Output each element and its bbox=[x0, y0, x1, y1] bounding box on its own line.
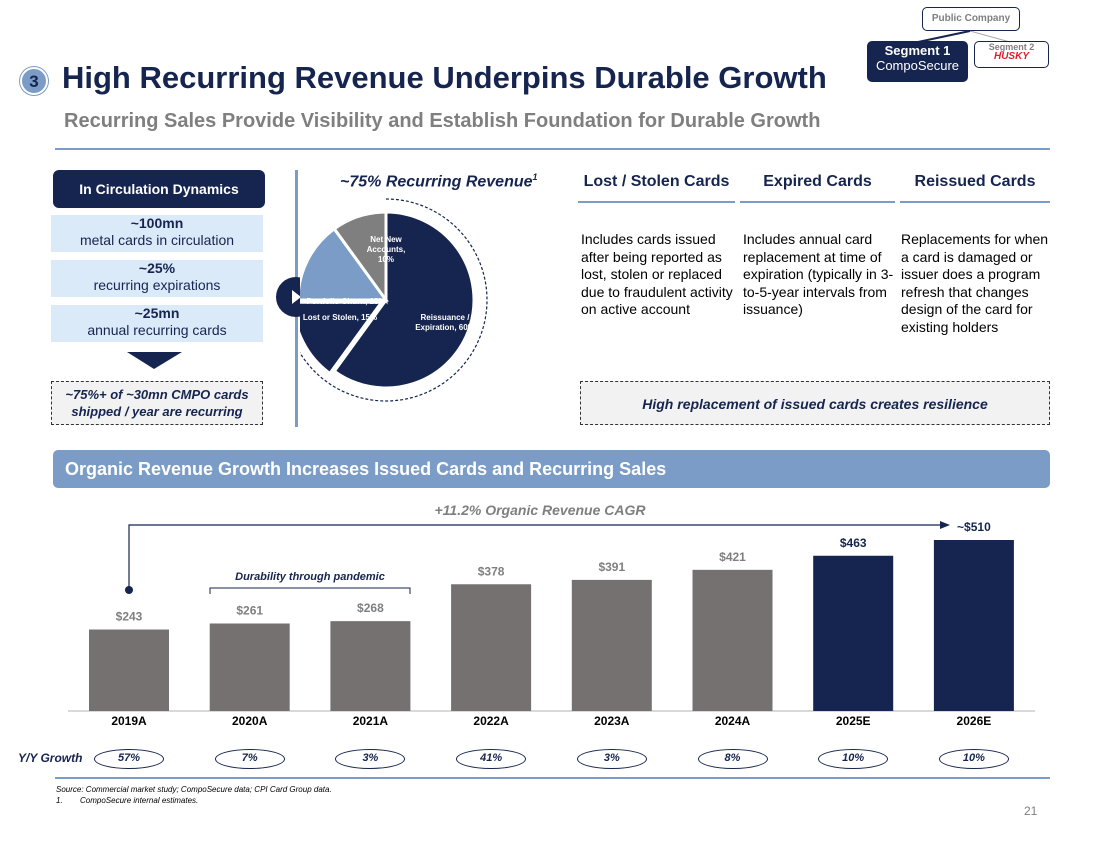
page-number: 21 bbox=[1024, 804, 1038, 818]
bar-chart: $243 2019A $261 2020A $268 2021A $378 2022A $391… bbox=[68, 502, 1035, 728]
x-tick-label: 2024A bbox=[715, 714, 751, 728]
bar-value-label: $378 bbox=[478, 564, 505, 578]
circulation-item: ~25mn annual recurring cards bbox=[51, 305, 263, 342]
pandemic-bracket bbox=[209, 587, 411, 594]
source-note: Source: Commercial market study; CompoSe… bbox=[56, 785, 332, 794]
title-divider bbox=[55, 148, 1050, 150]
circulation-value: ~100mn bbox=[130, 215, 184, 231]
footnote-text: CompoSecure internal estimates. bbox=[80, 796, 199, 805]
yy-growth-badge: 3% bbox=[335, 749, 406, 769]
arrow-head-icon bbox=[940, 521, 950, 529]
pie-title-footnote: 1 bbox=[532, 172, 538, 182]
pie-label-line: Reissuance / bbox=[421, 313, 471, 322]
bar bbox=[571, 579, 652, 711]
footnote-number: 1. bbox=[56, 796, 63, 805]
circulation-title: In Circulation Dynamics bbox=[53, 170, 265, 208]
circulation-label: recurring expirations bbox=[93, 277, 221, 293]
pie-label: Reissuance / Expiration, 60% bbox=[415, 313, 475, 332]
x-tick-label: 2022A bbox=[473, 714, 509, 728]
yy-growth-badge: 7% bbox=[214, 749, 285, 769]
pie-label: Portfolio Churn, 15% bbox=[306, 297, 385, 306]
yy-growth-badge: 57% bbox=[94, 749, 164, 769]
yy-growth-label: Y/Y Growth bbox=[18, 751, 83, 765]
public-company-box: Public Company bbox=[922, 7, 1020, 31]
cagr-arrow-dot bbox=[125, 586, 133, 594]
segment-2-box: Segment 2 HUSKY bbox=[974, 41, 1049, 68]
yy-growth-badge: 10% bbox=[938, 749, 1009, 769]
circulation-value: ~25% bbox=[138, 260, 176, 276]
bar bbox=[209, 623, 290, 711]
bar bbox=[451, 584, 532, 711]
column-title: Lost / Stolen Cards bbox=[578, 173, 735, 203]
yy-growth-badge: 8% bbox=[697, 749, 768, 769]
page-title: High Recurring Revenue Underpins Durable… bbox=[62, 60, 827, 95]
segment-2-label: Segment 2 bbox=[988, 42, 1035, 52]
pie-title: ~75% Recurring Revenue1 bbox=[340, 172, 538, 191]
yy-growth-badge: 3% bbox=[576, 749, 647, 769]
bar bbox=[330, 621, 411, 711]
bar bbox=[813, 555, 894, 711]
circulation-value: ~25mn bbox=[134, 305, 180, 321]
bar-value-label: $391 bbox=[598, 560, 625, 574]
org-connectors bbox=[917, 30, 1011, 43]
pie-title-text: ~75% Recurring Revenue bbox=[340, 173, 533, 191]
resilience-callout: High replacement of issued cards creates… bbox=[580, 381, 1050, 425]
circulation-label: annual recurring cards bbox=[87, 322, 227, 338]
x-tick-label: 2026E bbox=[957, 714, 992, 728]
pie-label-line: Net New bbox=[370, 235, 402, 244]
bar bbox=[933, 540, 1014, 711]
pie-label-line: Portfolio Churn, 15% bbox=[306, 297, 385, 306]
column-text: Includes annual card replacement at time… bbox=[743, 231, 894, 317]
yy-growth-badge: 41% bbox=[456, 749, 527, 769]
pie-chart: Reissuance / Expiration, 60% Lost or Stole… bbox=[300, 198, 488, 402]
x-tick-label: 2019A bbox=[111, 714, 147, 728]
pie-slice bbox=[332, 210, 476, 390]
x-tick-label: 2025E bbox=[836, 714, 871, 728]
segment-1-label: Segment 1 bbox=[884, 43, 951, 58]
cagr-label: +11.2% Organic Revenue CAGR bbox=[435, 502, 647, 518]
pie-label: Lost or Stolen, 15% bbox=[303, 313, 377, 322]
column-title: Reissued Cards bbox=[900, 173, 1050, 203]
down-arrow-icon bbox=[127, 352, 182, 369]
page-subtitle: Recurring Sales Provide Visibility and E… bbox=[64, 110, 821, 132]
x-tick-label: 2023A bbox=[594, 714, 630, 728]
bar bbox=[89, 629, 169, 711]
circulation-item: ~100mn metal cards in circulation bbox=[51, 215, 263, 252]
column-title: Expired Cards bbox=[740, 173, 895, 203]
cagr-arrow-line bbox=[128, 524, 940, 590]
yy-growth-badge: 10% bbox=[818, 749, 889, 769]
bar-value-label: $243 bbox=[116, 610, 143, 624]
circulation-conclusion: ~75%+ of ~30mn CMPO cards shipped / year… bbox=[51, 381, 263, 425]
recurring-arc bbox=[300, 198, 488, 402]
pie-label-line: Lost or Stolen, 15% bbox=[303, 313, 377, 322]
segment-1-box: Segment 1 CompoSecure bbox=[867, 41, 968, 82]
pie-label-line: Expiration, 60% bbox=[415, 323, 475, 332]
bar-value-label: ~$510 bbox=[957, 520, 991, 534]
column-text: Replacements for when a card is damaged … bbox=[901, 231, 1049, 335]
circulation-label: metal cards in circulation bbox=[79, 232, 235, 248]
bar-value-label: $268 bbox=[357, 601, 384, 615]
bar-value-label: $463 bbox=[840, 536, 867, 550]
bar-value-label: $421 bbox=[719, 550, 746, 564]
pie-label: Net New Accounts, 10% bbox=[367, 235, 406, 264]
section-number-badge: 3 bbox=[20, 67, 48, 95]
x-tick-label: 2020A bbox=[232, 714, 268, 728]
composecure-logo: CompoSecure bbox=[875, 58, 960, 73]
pie-label-line: Accounts, bbox=[367, 245, 406, 254]
column-text: Includes cards issued after being report… bbox=[581, 231, 733, 317]
x-tick-label: 2021A bbox=[353, 714, 389, 728]
footer-divider bbox=[55, 777, 1050, 779]
pie-slice bbox=[332, 210, 388, 305]
section-banner: Organic Revenue Growth Increases Issued … bbox=[53, 450, 1050, 488]
circulation-item: ~25% recurring expirations bbox=[51, 260, 263, 297]
bar bbox=[692, 569, 773, 711]
husky-logo: HUSKY bbox=[993, 51, 1029, 62]
pie-slice bbox=[300, 226, 389, 302]
bar-value-label: $261 bbox=[236, 603, 263, 617]
pandemic-annotation: Durability through pandemic bbox=[235, 571, 385, 583]
pie-slice bbox=[300, 300, 385, 376]
pie-label-line: 10% bbox=[378, 255, 394, 264]
